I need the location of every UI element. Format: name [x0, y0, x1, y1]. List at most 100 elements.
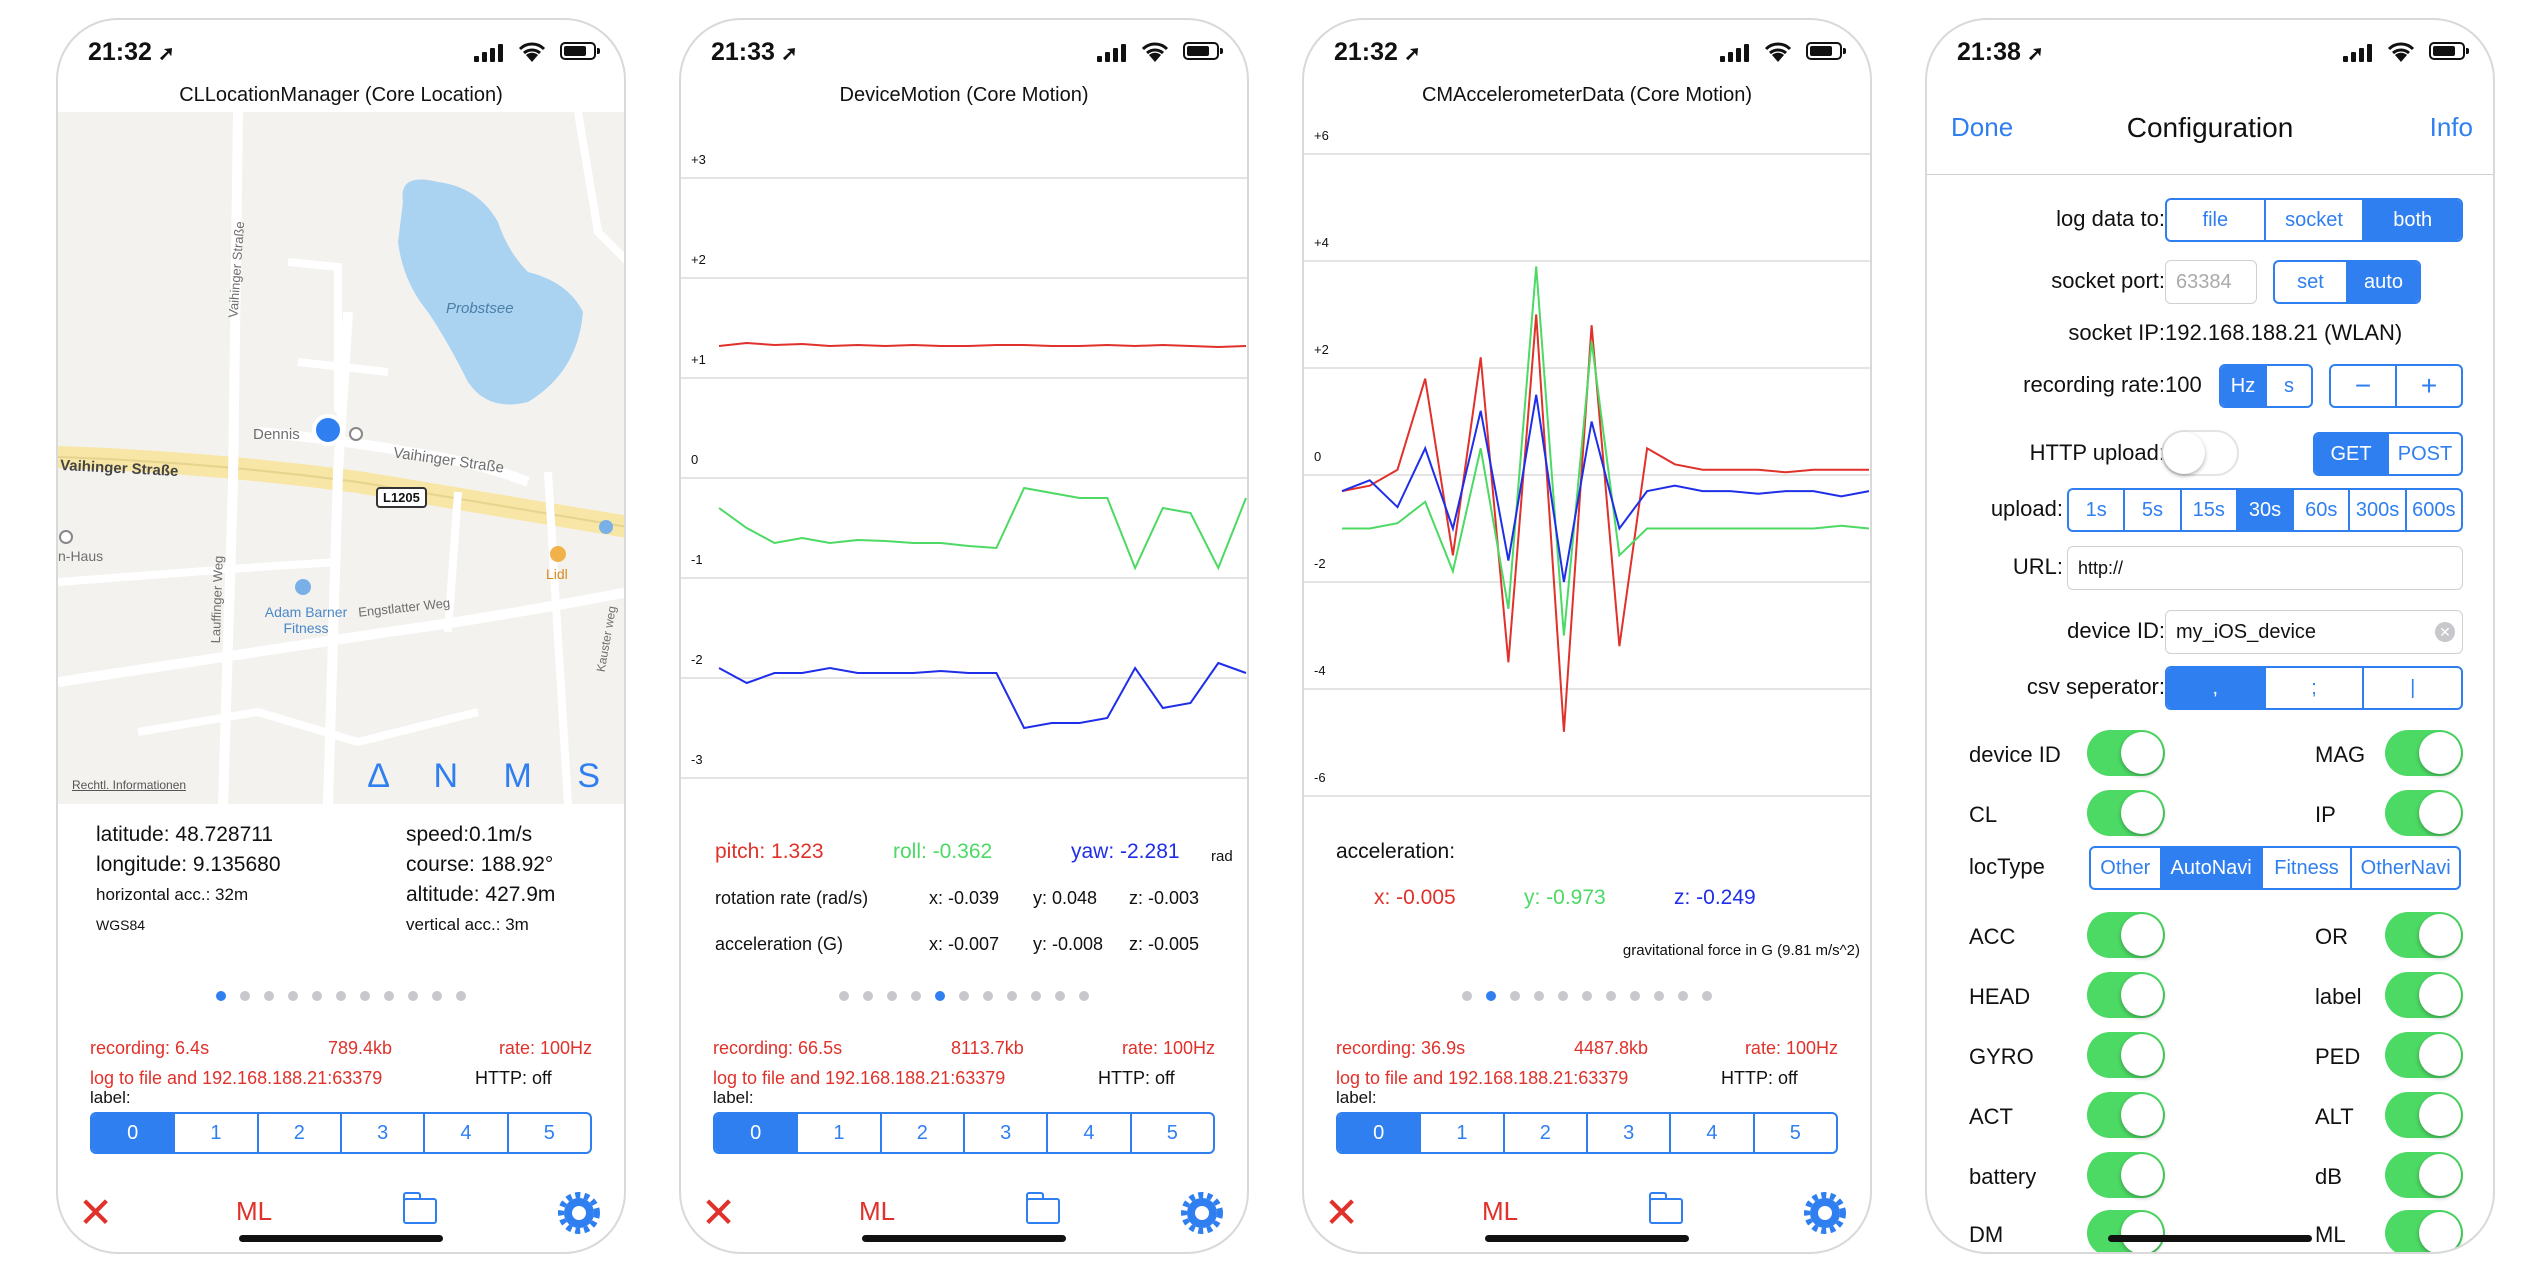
label-option[interactable]: 2: [256, 1114, 340, 1152]
upload-option[interactable]: 300s: [2348, 490, 2404, 530]
folder-icon[interactable]: [1649, 1192, 1683, 1224]
map-poi-fitness[interactable]: Adam Barner Fitness: [264, 604, 348, 636]
label-option[interactable]: 3: [339, 1114, 423, 1152]
legal-link[interactable]: Rechtl. Informationen: [72, 778, 187, 792]
map-view[interactable]: Probstsee Vaihinger Straße Vaihinger Str…: [58, 112, 624, 804]
csv-option-semicolon[interactable]: ;: [2263, 668, 2363, 708]
recording-time: recording: 66.5s: [713, 1038, 843, 1058]
rate-unit-s[interactable]: s: [2265, 366, 2311, 406]
toggle-device-id[interactable]: [2087, 730, 2165, 776]
label-selector[interactable]: 0 1 2 3 4 5: [1336, 1112, 1838, 1154]
csv-option-pipe[interactable]: |: [2362, 668, 2461, 708]
close-icon[interactable]: ✕: [701, 1189, 737, 1236]
map-mode-buttons[interactable]: Δ N M S: [367, 757, 618, 795]
toggle-battery[interactable]: [2087, 1152, 2165, 1198]
label-option[interactable]: 1: [796, 1114, 879, 1152]
csv-option-comma[interactable]: ,: [2167, 668, 2264, 708]
loctype-option[interactable]: Fitness: [2260, 848, 2351, 888]
folder-icon[interactable]: [403, 1192, 437, 1224]
csv-separator-selector[interactable]: , ; |: [2165, 666, 2463, 710]
socket-port-field[interactable]: 63384: [2165, 260, 2257, 304]
device-id-field[interactable]: my_iOS_device: [2165, 610, 2463, 654]
log-option-file[interactable]: file: [2202, 209, 2229, 231]
page-indicator[interactable]: [681, 988, 1247, 1002]
label-option[interactable]: 3: [1585, 1114, 1669, 1152]
upload-option[interactable]: 30s: [2235, 490, 2293, 530]
http-method-selector[interactable]: GET POST: [2313, 432, 2463, 476]
toggle-label[interactable]: [2385, 972, 2463, 1018]
label-option[interactable]: 5: [506, 1114, 590, 1152]
toggle-alt[interactable]: [2385, 1092, 2463, 1138]
label-option[interactable]: 0: [92, 1114, 174, 1152]
page-indicator[interactable]: [1304, 988, 1870, 1002]
close-icon[interactable]: ✕: [78, 1189, 114, 1236]
toggle-ped[interactable]: [2385, 1032, 2463, 1078]
http-method-post[interactable]: POST: [2387, 434, 2461, 474]
done-button[interactable]: Done: [1951, 112, 2014, 142]
label-option[interactable]: 1: [173, 1114, 256, 1152]
toggle-ip[interactable]: [2385, 790, 2463, 836]
label-option[interactable]: 2: [879, 1114, 963, 1152]
label-option[interactable]: 0: [715, 1114, 797, 1152]
toggle-gyro[interactable]: [2087, 1032, 2165, 1078]
url-field[interactable]: http://: [2067, 546, 2463, 590]
toggle-act[interactable]: [2087, 1092, 2165, 1138]
port-option-auto[interactable]: auto: [2346, 262, 2419, 302]
label-option[interactable]: 4: [423, 1114, 506, 1152]
rate-unit-hz[interactable]: Hz: [2221, 366, 2265, 406]
close-icon[interactable]: ✕: [1324, 1189, 1360, 1236]
ml-button[interactable]: ML: [1482, 1196, 1519, 1226]
label-option[interactable]: 4: [1669, 1114, 1752, 1152]
http-method-get[interactable]: GET: [2315, 434, 2387, 474]
gear-icon[interactable]: [1181, 1192, 1223, 1234]
upload-option[interactable]: 600s: [2404, 490, 2461, 530]
label-selector[interactable]: 0 1 2 3 4 5: [90, 1112, 592, 1154]
label-option[interactable]: 0: [1338, 1114, 1420, 1152]
loctype-option[interactable]: AutoNavi: [2159, 848, 2261, 888]
page-indicator[interactable]: [58, 988, 624, 1002]
ml-button[interactable]: ML: [236, 1196, 273, 1226]
gear-icon[interactable]: [1804, 1192, 1846, 1234]
acceleration-y: y: -0.973: [1524, 886, 1606, 909]
toggle-head[interactable]: [2087, 972, 2165, 1018]
stepper-plus[interactable]: +: [2395, 366, 2461, 406]
label-option[interactable]: 3: [962, 1114, 1046, 1152]
label-option[interactable]: 4: [1046, 1114, 1129, 1152]
http-upload-toggle[interactable]: [2161, 430, 2239, 476]
toggle-or[interactable]: [2385, 912, 2463, 958]
info-button[interactable]: Info: [2429, 112, 2473, 142]
label-option[interactable]: 5: [1752, 1114, 1836, 1152]
toggle-cl[interactable]: [2087, 790, 2165, 836]
label-option[interactable]: 2: [1502, 1114, 1586, 1152]
label-option[interactable]: 5: [1129, 1114, 1213, 1152]
stepper-minus[interactable]: −: [2354, 370, 2372, 401]
label-option[interactable]: 1: [1419, 1114, 1502, 1152]
port-option-set[interactable]: set: [2297, 271, 2324, 293]
folder-icon[interactable]: [1026, 1192, 1060, 1224]
toggle-ml[interactable]: [2385, 1210, 2463, 1252]
loctype-option[interactable]: Other: [2100, 857, 2151, 879]
rate-unit-selector[interactable]: Hz s: [2219, 364, 2313, 408]
loctype-option[interactable]: OtherNavi: [2350, 848, 2459, 888]
upload-option[interactable]: 15s: [2179, 490, 2236, 530]
toggle-mag[interactable]: [2385, 730, 2463, 776]
rate-stepper[interactable]: − +: [2329, 364, 2463, 408]
loctype-selector[interactable]: Other AutoNavi Fitness OtherNavi: [2089, 846, 2461, 890]
socket-port-selector[interactable]: set auto: [2273, 260, 2421, 304]
toggle-dm[interactable]: [2087, 1210, 2165, 1252]
log-option-socket[interactable]: socket: [2263, 200, 2363, 240]
clear-icon[interactable]: ✕: [2435, 622, 2455, 642]
ml-button[interactable]: ML: [859, 1196, 896, 1226]
upload-option[interactable]: 5s: [2123, 490, 2179, 530]
log-data-selector[interactable]: file socket both: [2165, 198, 2463, 242]
map-poi-lidl[interactable]: Lidl: [546, 566, 568, 582]
upload-interval-selector[interactable]: 1s 5s 15s 30s 60s 300s 600s: [2067, 488, 2463, 532]
log-option-both[interactable]: both: [2362, 200, 2461, 240]
upload-option[interactable]: 1s: [2085, 499, 2107, 521]
series-line-2: [1341, 394, 1870, 583]
label-selector[interactable]: 0 1 2 3 4 5: [713, 1112, 1215, 1154]
upload-option[interactable]: 60s: [2292, 490, 2348, 530]
toggle-db[interactable]: [2385, 1152, 2463, 1198]
toggle-acc[interactable]: [2087, 912, 2165, 958]
gear-icon[interactable]: [558, 1192, 600, 1234]
